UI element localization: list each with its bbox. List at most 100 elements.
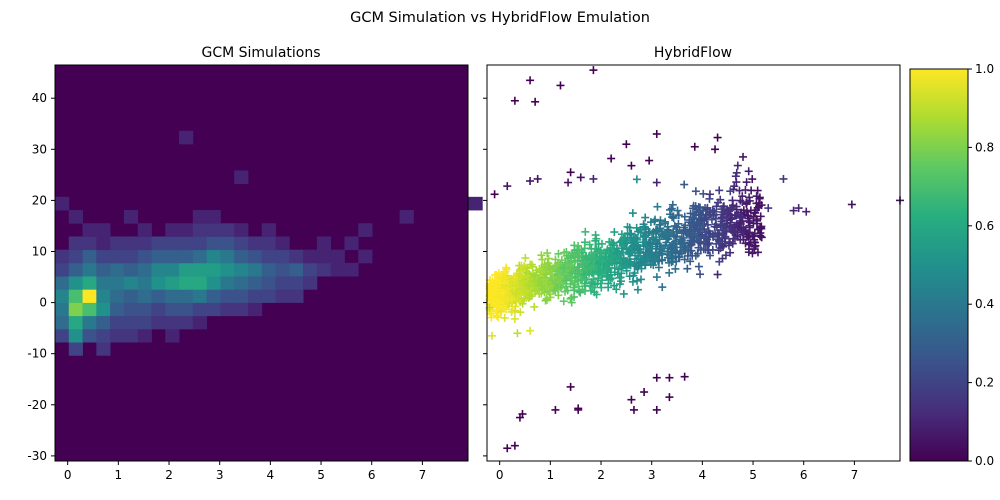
scatter-point <box>634 254 643 263</box>
colorbar: 0.0 0.2 0.4 0.6 0.8 1.0 <box>909 62 994 468</box>
scatter-point <box>654 263 663 272</box>
heatmap-cell <box>68 236 83 251</box>
scatter-point <box>508 305 517 314</box>
scatter-point <box>622 262 631 271</box>
scatter-point <box>574 241 583 250</box>
scatter-point <box>736 196 745 205</box>
heatmap-cell <box>82 262 97 277</box>
scatter-point <box>493 292 502 301</box>
scatter-point <box>608 239 617 248</box>
scatter-point <box>531 286 540 295</box>
scatter-point <box>679 233 688 242</box>
scatter-point <box>521 254 530 263</box>
heatmap-cell <box>151 249 166 264</box>
heatmap-cell <box>96 342 111 356</box>
scatter-point <box>686 209 695 218</box>
scatter-point <box>748 249 757 258</box>
heatmap-cell <box>82 249 97 264</box>
heatmap-cell <box>137 276 152 290</box>
heatmap-cell <box>137 328 152 343</box>
scatter-point <box>619 289 628 298</box>
scatter-point <box>518 299 527 308</box>
scatter-point <box>694 211 703 220</box>
scatter-point <box>622 140 631 149</box>
scatter-point <box>650 255 659 264</box>
x-tick-label: 4 <box>699 468 707 482</box>
scatter-point <box>700 213 709 222</box>
x-tick-label: 6 <box>800 468 808 482</box>
heatmap-cell <box>82 315 97 330</box>
heatmap-cell <box>192 276 208 290</box>
scatter-point <box>633 285 642 294</box>
heatmap-panel: GCM Simulations -30 -20 -10 0 10 20 30 40 0 1 2 3 4… <box>27 45 483 482</box>
heatmap-cell <box>82 276 97 290</box>
scatter-point <box>729 228 738 237</box>
scatter-point <box>561 287 570 296</box>
scatter-point <box>578 256 587 265</box>
heatmap-cell <box>110 249 125 264</box>
heatmap-cell <box>96 328 111 343</box>
scatter-point <box>794 204 803 213</box>
scatter-point <box>542 270 551 279</box>
heatmap-cell <box>165 223 180 237</box>
heatmap-cell <box>82 223 97 237</box>
heatmap-cell <box>55 315 70 330</box>
scatter-point <box>498 288 507 297</box>
scatter-point <box>543 249 552 258</box>
scatter-point <box>680 212 689 221</box>
heatmap-cell <box>289 276 304 290</box>
scatter-point <box>587 244 596 253</box>
scatter-point <box>630 269 639 278</box>
scatter-point <box>652 373 661 382</box>
heatmap-cell <box>206 210 221 224</box>
scatter-point <box>488 331 497 340</box>
scatter-point <box>633 246 642 255</box>
heatmap-cell <box>234 276 249 290</box>
scatter-point <box>666 205 675 214</box>
scatter-point <box>510 314 519 323</box>
heatmap-cell <box>68 262 83 277</box>
heatmap-cell <box>275 289 290 303</box>
scatter-point <box>714 198 723 207</box>
scatter-point <box>574 405 583 414</box>
scatter-point <box>665 393 674 402</box>
heatmap-cell <box>220 262 235 277</box>
scatter-point <box>585 240 594 249</box>
scatter-point <box>847 200 856 209</box>
scatter-point <box>535 264 544 273</box>
scatter-point <box>725 237 734 246</box>
scatter-point <box>695 206 704 215</box>
heatmap-cell <box>316 249 332 264</box>
scatter-y-ticks <box>483 97 487 457</box>
scatter-point <box>705 210 714 219</box>
heatmap-cell <box>358 223 373 237</box>
heatmap-cell <box>96 302 111 317</box>
scatter-point <box>680 180 689 189</box>
heatmap-cell <box>192 262 208 277</box>
heatmap-cell <box>344 262 359 277</box>
heatmap-cell <box>261 236 276 251</box>
heatmap-cell <box>151 276 166 290</box>
scatter-point <box>526 76 535 85</box>
scatter-point <box>556 81 565 90</box>
scatter-point <box>652 226 661 235</box>
scatter-point <box>615 238 624 247</box>
x-tick-label: 5 <box>749 468 757 482</box>
heatmap-cell <box>137 289 152 303</box>
heatmap-cell <box>110 276 125 290</box>
scatter-point <box>594 239 603 248</box>
scatter-point <box>537 251 546 260</box>
heatmap-cell <box>55 289 70 303</box>
scatter-point <box>734 223 743 232</box>
heatmap-cell <box>179 315 194 330</box>
scatter-point <box>744 167 753 176</box>
heatmap-cell <box>289 289 304 303</box>
heatmap-cell <box>137 223 152 237</box>
heatmap-cell <box>110 262 125 277</box>
scatter-point <box>627 161 636 170</box>
scatter-point <box>712 210 721 219</box>
heatmap-cell <box>123 262 139 277</box>
heatmap-cell <box>68 315 83 330</box>
scatter-point <box>590 249 599 258</box>
heatmap-cell <box>234 289 249 303</box>
